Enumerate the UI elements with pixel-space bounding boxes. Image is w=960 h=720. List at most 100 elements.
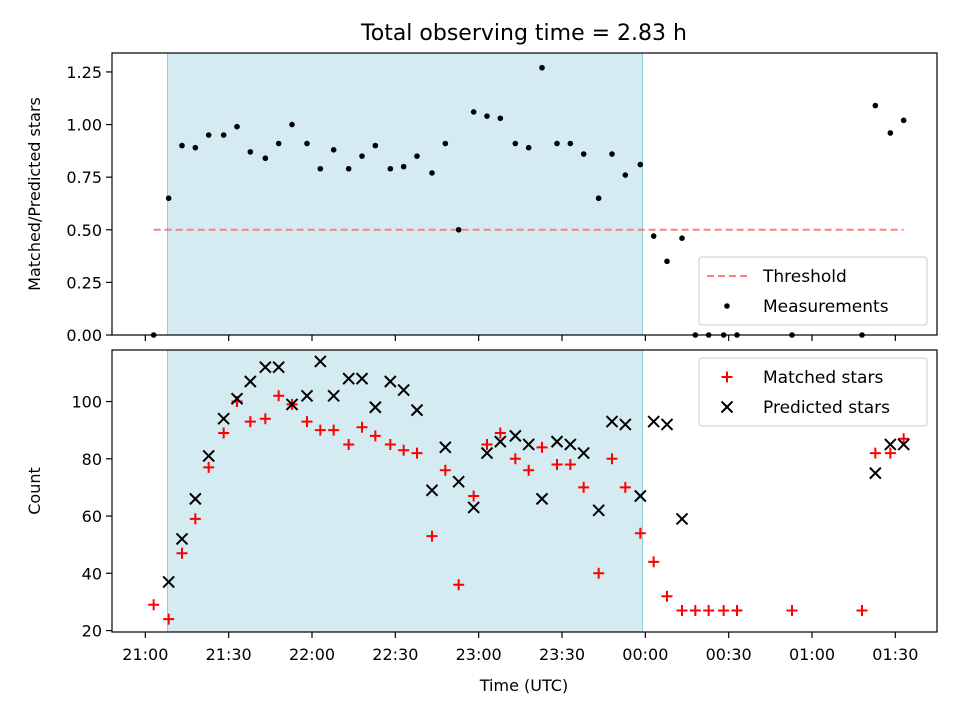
plot-frame (111, 349, 938, 633)
data-point (468, 490, 480, 502)
data-point (703, 605, 715, 617)
data-point (675, 512, 689, 526)
y-axis-label: Matched/Predicted stars (25, 97, 44, 291)
data-point (285, 398, 299, 411)
legend-label: Matched stars (763, 368, 883, 388)
data-point (317, 165, 324, 172)
data-point (509, 429, 522, 443)
data-point (689, 605, 701, 617)
x-tick-label: 00:00 (622, 645, 668, 664)
data-point (410, 403, 424, 417)
data-point (273, 390, 285, 402)
data-point (327, 389, 340, 403)
data-point (786, 605, 798, 617)
data-point (606, 453, 618, 465)
data-point (648, 556, 660, 568)
data-point (856, 605, 868, 617)
data-point (244, 416, 256, 428)
data-point (481, 438, 493, 450)
x-tick-label: 22:30 (372, 645, 418, 664)
data-point (577, 446, 590, 460)
data-point (900, 117, 907, 124)
data-point (369, 430, 381, 442)
data-point (470, 109, 477, 115)
data-point (205, 132, 212, 138)
data-point (429, 170, 435, 176)
y-tick-label: 60 (82, 507, 102, 526)
data-point (345, 165, 352, 172)
data-point (622, 172, 629, 178)
series-measurements (150, 64, 907, 338)
data-point (453, 579, 465, 591)
x-tick-label: 22:00 (289, 645, 335, 664)
data-point (887, 130, 894, 136)
data-point (869, 466, 882, 480)
chart-title: Total observing time = 2.83 h (360, 21, 687, 46)
data-point (247, 149, 254, 155)
data-point (262, 155, 269, 162)
data-point (619, 418, 632, 431)
data-point (522, 438, 535, 451)
data-point (554, 140, 560, 147)
data-point (494, 435, 507, 448)
data-point (230, 392, 244, 405)
data-point (165, 195, 172, 202)
data-point (426, 530, 438, 542)
data-point (411, 447, 423, 459)
data-point (359, 153, 365, 159)
plot-frame (111, 52, 938, 336)
data-point (314, 424, 326, 436)
x-tick-label: 21:00 (122, 645, 168, 664)
data-point (551, 459, 563, 471)
data-point (192, 144, 199, 151)
data-point (342, 372, 355, 385)
data-point (218, 427, 230, 439)
data-point (304, 140, 310, 147)
data-point (661, 590, 673, 602)
data-point (898, 433, 910, 445)
x-tick-label: 21:30 (206, 645, 252, 664)
data-point (356, 421, 368, 433)
data-point (484, 113, 490, 119)
legend-marker (721, 371, 733, 383)
data-point (452, 475, 465, 488)
x-axis-label: Time (UTC) (479, 676, 568, 695)
observing-window (167, 349, 643, 633)
data-point (592, 504, 605, 517)
legend-box (698, 357, 928, 427)
data-point (593, 567, 605, 579)
data-point (289, 121, 295, 128)
data-point (550, 435, 564, 448)
data-point (202, 449, 215, 463)
data-point (884, 438, 897, 451)
data-point (439, 464, 451, 476)
legend-marker (720, 400, 734, 414)
legend-label: Measurements (763, 297, 889, 317)
data-point (664, 258, 670, 265)
data-point (539, 64, 545, 71)
y-tick-label: 20 (82, 622, 102, 641)
data-point (189, 492, 202, 506)
data-point (234, 123, 240, 130)
y-tick-label: 40 (82, 564, 102, 583)
data-point (480, 446, 494, 460)
y-tick-label: 1.00 (66, 116, 102, 135)
data-point (634, 527, 646, 539)
data-point (872, 102, 879, 109)
y-tick-label: 0.50 (66, 221, 102, 240)
data-point (605, 415, 619, 428)
data-point (439, 441, 452, 454)
data-point (650, 233, 657, 239)
data-point (442, 140, 449, 147)
x-tick-label: 23:30 (539, 645, 585, 664)
data-point (455, 226, 462, 233)
data-point (567, 140, 574, 147)
data-point (220, 132, 227, 138)
observing-window (167, 52, 643, 336)
data-point (595, 195, 602, 202)
y-tick-label: 0.75 (66, 168, 102, 187)
data-point (564, 459, 576, 471)
legend-box (698, 256, 928, 326)
data-point (578, 481, 590, 493)
data-point (179, 142, 185, 149)
